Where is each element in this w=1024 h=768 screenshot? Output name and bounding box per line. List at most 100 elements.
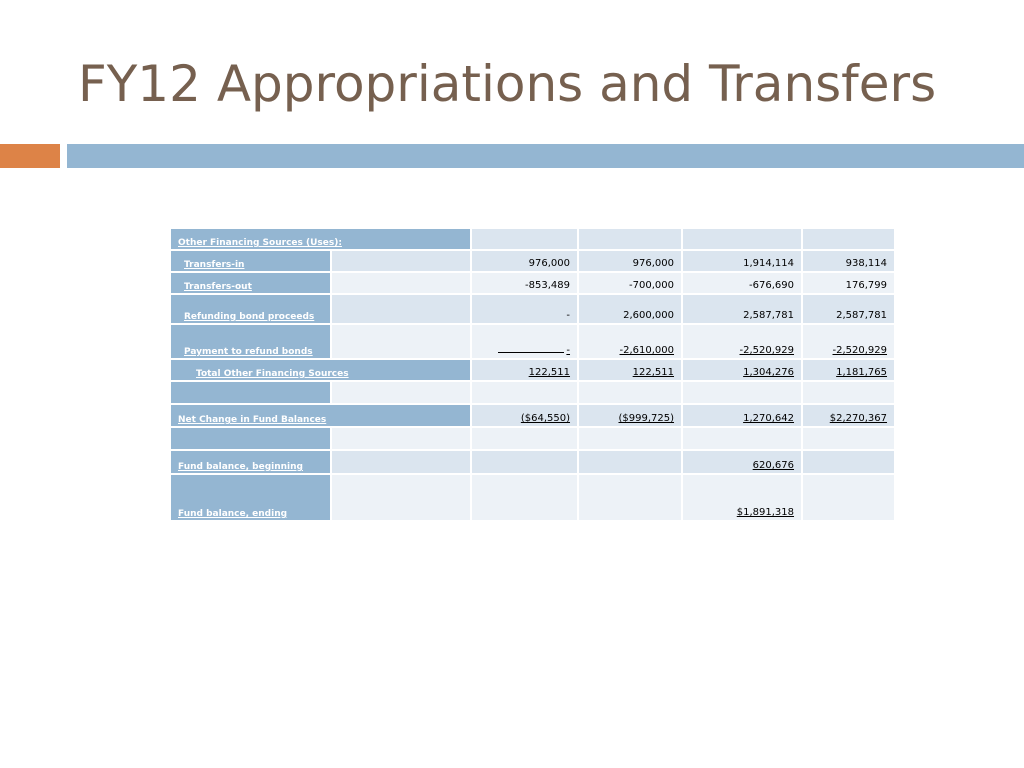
table-cell xyxy=(472,382,580,405)
table-cell xyxy=(579,475,684,522)
table-cell xyxy=(332,382,473,405)
table-cell: 2,587,781 xyxy=(803,295,897,325)
table-cell: 122,511 xyxy=(579,360,684,382)
table-cell xyxy=(332,295,473,325)
cell-value: 1,270,642 xyxy=(743,413,795,424)
table-cell: 2,600,000 xyxy=(579,295,684,325)
cell-value: -2,520,929 xyxy=(832,345,888,356)
accent-bar-orange xyxy=(0,144,60,168)
table-row: Refunding bond proceeds - 2,600,000 2,58… xyxy=(171,295,897,325)
cell-value: - xyxy=(566,345,571,356)
cell-value: ($64,550) xyxy=(520,413,571,424)
cell-value: 122,511 xyxy=(632,367,675,378)
cell-value: 938,114 xyxy=(845,258,888,269)
cell-value: 976,000 xyxy=(632,258,675,269)
table-cell: 1,304,276 xyxy=(683,360,804,382)
table-row: Fund balance, beginning 620,676 xyxy=(171,451,897,475)
table-cell: ($64,550) xyxy=(472,405,580,428)
table-cell: 1,270,642 xyxy=(683,405,804,428)
table-cell xyxy=(332,428,473,451)
row-label: Refunding bond proceeds xyxy=(171,295,332,325)
table-cell xyxy=(803,382,897,405)
table-cell: $1,891,318 xyxy=(683,475,804,522)
row-label: Transfers-out xyxy=(171,273,332,295)
table-cell xyxy=(472,229,580,251)
table-cell: 176,799 xyxy=(803,273,897,295)
table-cell: 620,676 xyxy=(683,451,804,475)
table-row-spacer xyxy=(171,382,897,405)
cell-value: 2,587,781 xyxy=(836,310,888,321)
cell-value: - xyxy=(566,310,571,321)
cell-value: ($999,725) xyxy=(618,413,675,424)
table-cell: -853,489 xyxy=(472,273,580,295)
cell-value: -2,520,929 xyxy=(739,345,795,356)
cell-value: 620,676 xyxy=(752,460,795,471)
table-cell xyxy=(332,451,473,475)
row-label: Payment to refund bonds xyxy=(171,325,332,360)
table-cell: 938,114 xyxy=(803,251,897,273)
table-cell: -700,000 xyxy=(579,273,684,295)
table-row: Total Other Financing Sources 122,511 12… xyxy=(171,360,897,382)
table-cell: -2,610,000 xyxy=(579,325,684,360)
table-cell xyxy=(472,451,580,475)
table-row: Transfers-in 976,000 976,000 1,914,114 9… xyxy=(171,251,897,273)
table-cell xyxy=(171,428,332,451)
underline-rule xyxy=(498,351,565,353)
table-cell xyxy=(683,428,804,451)
table-cell xyxy=(803,428,897,451)
cell-value: 176,799 xyxy=(845,280,888,291)
cell-value: 1,914,114 xyxy=(743,258,795,269)
table-header-row: Other Financing Sources (Uses): xyxy=(171,229,897,251)
table-cell xyxy=(332,475,473,522)
table-cell xyxy=(332,325,473,360)
table-cell xyxy=(683,382,804,405)
row-label: Net Change in Fund Balances xyxy=(171,405,473,428)
cell-value: -700,000 xyxy=(629,280,675,291)
table-cell: - xyxy=(472,295,580,325)
cell-value: -676,690 xyxy=(749,280,795,291)
table-row: Transfers-out -853,489 -700,000 -676,690… xyxy=(171,273,897,295)
table-cell: 1,181,765 xyxy=(803,360,897,382)
table-row-spacer xyxy=(171,428,897,451)
table-cell: 976,000 xyxy=(579,251,684,273)
cell-value: 976,000 xyxy=(528,258,571,269)
table-cell xyxy=(579,382,684,405)
table-cell: ($999,725) xyxy=(579,405,684,428)
table-cell xyxy=(472,428,580,451)
table-cell: $2,270,367 xyxy=(803,405,897,428)
cell-value: $2,270,367 xyxy=(829,413,888,424)
table-cell: - xyxy=(472,325,580,360)
cell-value: 2,600,000 xyxy=(623,310,675,321)
table-cell xyxy=(803,475,897,522)
table-cell: -2,520,929 xyxy=(803,325,897,360)
table-cell xyxy=(332,251,473,273)
table-cell: -2,520,929 xyxy=(683,325,804,360)
cell-value: 2,587,781 xyxy=(743,310,795,321)
table-cell xyxy=(579,229,684,251)
table-cell xyxy=(171,382,332,405)
slide-title: FY12 Appropriations and Transfers xyxy=(78,55,937,113)
table-cell: 976,000 xyxy=(472,251,580,273)
table-row: Payment to refund bonds - -2,610,000 -2,… xyxy=(171,325,897,360)
table-cell xyxy=(803,229,897,251)
table-cell: 1,914,114 xyxy=(683,251,804,273)
row-label: Total Other Financing Sources xyxy=(171,360,473,382)
table-cell: 122,511 xyxy=(472,360,580,382)
table-row: Net Change in Fund Balances ($64,550) ($… xyxy=(171,405,897,428)
table-cell: -676,690 xyxy=(683,273,804,295)
table-header-label: Other Financing Sources (Uses): xyxy=(171,229,473,251)
financing-table: Other Financing Sources (Uses): Transfer… xyxy=(171,229,897,522)
table-cell xyxy=(332,273,473,295)
cell-value: 1,304,276 xyxy=(743,367,795,378)
table-cell xyxy=(803,451,897,475)
table-cell xyxy=(579,428,684,451)
cell-value: -2,610,000 xyxy=(619,345,675,356)
cell-value: 122,511 xyxy=(528,367,571,378)
accent-bar-blue xyxy=(67,144,1024,168)
table-cell xyxy=(579,451,684,475)
row-label: Fund balance, beginning xyxy=(171,451,332,475)
row-label: Transfers-in xyxy=(171,251,332,273)
table-cell: 2,587,781 xyxy=(683,295,804,325)
cell-value: $1,891,318 xyxy=(736,507,795,518)
table-row: Fund balance, ending $1,891,318 xyxy=(171,475,897,522)
